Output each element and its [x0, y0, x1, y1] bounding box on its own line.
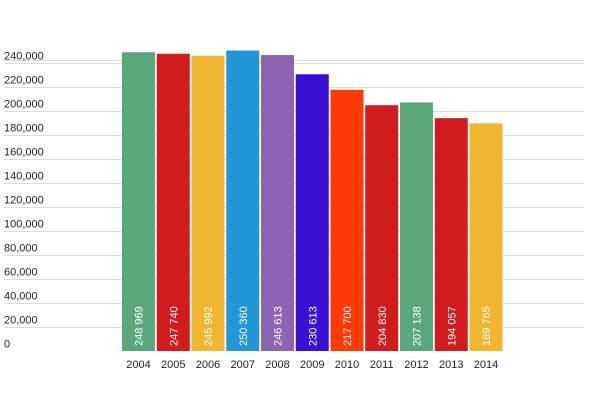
bar-data-label: 207 138: [412, 306, 424, 346]
bar: [226, 50, 260, 351]
y-tick-label: 100,000: [4, 219, 44, 231]
y-tick-label: 60,000: [4, 267, 38, 279]
bar: [191, 55, 225, 352]
y-tick-label: 80,000: [4, 243, 38, 255]
y-tick-label: 140,000: [4, 171, 44, 183]
x-tick-label: 2007: [231, 359, 255, 371]
x-tick-label: 2012: [404, 359, 428, 371]
bar-data-label: 246 613: [273, 306, 285, 346]
bar: [122, 52, 155, 352]
bar: [434, 118, 468, 351]
y-tick-label: 220,000: [4, 75, 44, 87]
x-tick-label: 2010: [335, 359, 359, 371]
x-tick-label: 2014: [474, 359, 498, 371]
x-tick-label: 2013: [439, 359, 463, 371]
x-tick-label: 2011: [370, 359, 394, 371]
bar-data-label: 194 057: [446, 306, 458, 346]
bar: [156, 53, 190, 352]
y-tick-label: 120,000: [4, 195, 44, 207]
bar: [295, 74, 329, 351]
y-tick-label: 200,000: [4, 99, 44, 111]
bar-data-label: 189 765: [481, 306, 493, 346]
bar-data-label: 250 360: [238, 306, 250, 346]
x-tick-label: 2005: [161, 359, 185, 371]
bar-data-label: 248 969: [134, 306, 146, 346]
y-tick-label: 180,000: [4, 123, 44, 135]
bar-data-labels: 248 969 247 740 245 992 250 360 246 613 230 6…: [134, 306, 494, 346]
x-axis-tick-labels: 2004 2005 2006 2007 2008 2009 2010 2011 2012 2013…: [126, 359, 498, 371]
bar: [330, 89, 364, 351]
x-tick-label: 2006: [196, 359, 220, 371]
bar-data-label: 245 992: [203, 306, 215, 346]
bar: [469, 123, 503, 351]
bar: [261, 55, 294, 352]
bar: [400, 102, 433, 352]
y-tick-label: 40,000: [4, 291, 38, 303]
bar-data-label: 247 740: [168, 306, 180, 346]
y-tick-label: 20,000: [4, 315, 38, 327]
bar-data-label: 204 830: [377, 306, 389, 346]
bar-data-label: 230 613: [307, 306, 319, 346]
y-axis-tick-labels: 0 20,000 40,000 60,000 80,000 100,000 120,000 1…: [4, 51, 44, 351]
y-tick-label: 0: [4, 339, 10, 351]
bar: [365, 105, 399, 351]
x-tick-label: 2004: [126, 359, 150, 371]
x-tick-label: 2008: [265, 359, 289, 371]
bars: [122, 50, 503, 352]
y-tick-label: 160,000: [4, 147, 44, 159]
y-tick-label: 240,000: [4, 51, 44, 63]
x-tick-label: 2009: [300, 359, 324, 371]
bar-data-label: 217 700: [342, 306, 354, 346]
